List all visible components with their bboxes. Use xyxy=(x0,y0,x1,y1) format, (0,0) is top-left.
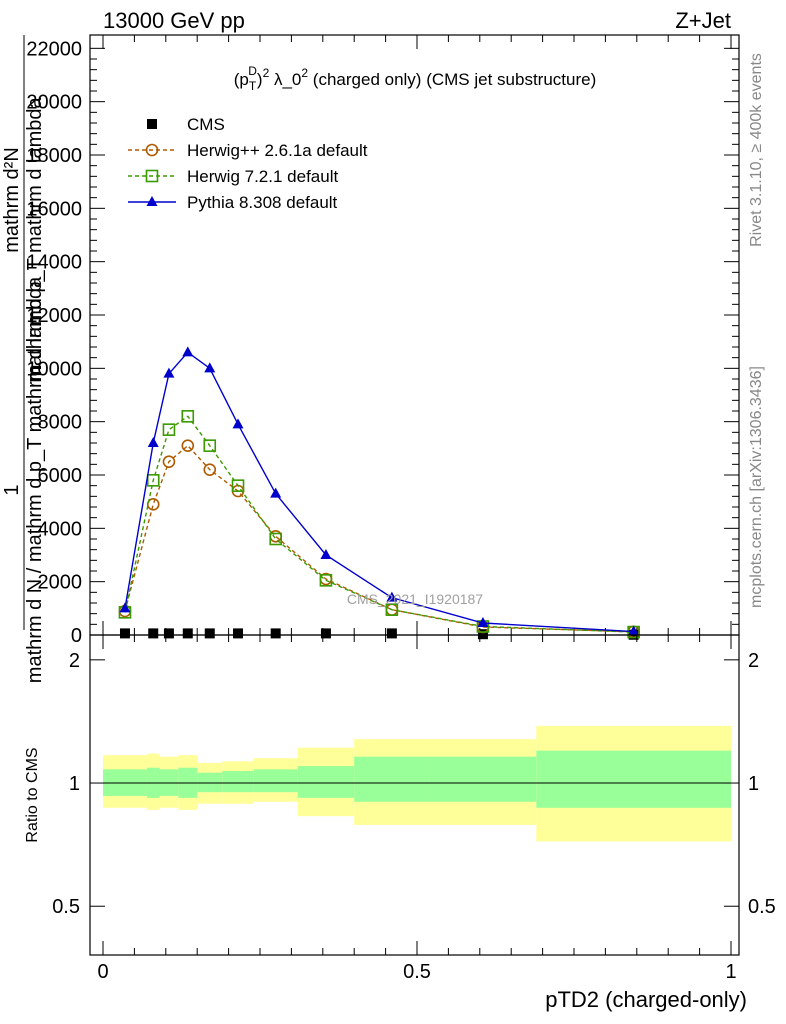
x-axis-label: pTD2 (charged-only) xyxy=(545,987,747,1012)
header-right-label: Z+Jet xyxy=(675,8,731,33)
data-point xyxy=(386,628,397,639)
ratio-ytick-label-right: 2 xyxy=(748,650,759,672)
data-point xyxy=(477,617,489,627)
band-inner xyxy=(197,772,223,793)
data-point xyxy=(204,628,215,639)
xtick-label: 0.5 xyxy=(403,961,431,983)
data-point xyxy=(148,628,159,639)
series-1 xyxy=(118,439,640,639)
main-ytick-label: 10000 xyxy=(26,358,82,380)
main-y-label-frac-top: mathrm d²N xyxy=(1,147,23,253)
data-point xyxy=(203,439,217,452)
data-point xyxy=(320,549,332,559)
data-point xyxy=(320,628,331,639)
main-ytick-label: 18000 xyxy=(26,145,82,167)
ratio-ytick-label: 0.5 xyxy=(52,896,80,918)
series-line xyxy=(124,415,634,633)
main-ytick-label: 22000 xyxy=(26,38,82,60)
legend: CMS Herwig++ 2.6.1a default Herwig 7.2.1 d… xyxy=(128,115,368,212)
watermark: CMS_2021_I1920187 xyxy=(347,591,483,607)
data-point xyxy=(163,628,174,639)
data-point xyxy=(270,628,281,639)
legend-item: Pythia 8.308 default xyxy=(128,193,338,212)
ratio-ytick-label-right: 0.5 xyxy=(748,896,776,918)
data-point xyxy=(270,487,282,498)
legend-label: CMS xyxy=(187,115,225,134)
main-ytick-label: 16000 xyxy=(26,198,82,220)
xtick-label: 1 xyxy=(725,961,736,983)
header-left-label: 13000 GeV pp xyxy=(103,8,245,33)
legend-label: Pythia 8.308 default xyxy=(187,193,338,212)
data-point xyxy=(146,474,160,487)
data-point xyxy=(203,463,217,476)
data-point xyxy=(269,532,283,546)
series-line xyxy=(124,351,634,633)
data-point xyxy=(162,455,176,468)
ratio-ytick-label: 2 xyxy=(69,650,80,672)
legend-item: Herwig++ 2.6.1a default xyxy=(128,141,368,160)
ratio-y-label: Ratio to CMS xyxy=(24,747,41,842)
ratio-ytick-label: 1 xyxy=(69,773,80,795)
main-y-label-top: 1 xyxy=(1,484,23,495)
data-point xyxy=(628,625,640,636)
main-ytick-label: 2000 xyxy=(38,572,83,594)
ratio-ytick-label-right: 1 xyxy=(748,773,759,795)
legend-marker xyxy=(146,196,158,206)
legend-marker xyxy=(145,143,159,157)
data-point xyxy=(386,591,398,602)
legend-item: CMS xyxy=(147,115,225,134)
main-plot: 0 2000 4000 6000 8000 10000 12000 14000 16000 180… xyxy=(1,34,740,683)
xtick-label: 0 xyxy=(97,961,108,983)
main-ytick-label: 14000 xyxy=(26,252,82,274)
main-ytick-label: 8000 xyxy=(38,412,83,434)
data-point xyxy=(181,439,195,452)
main-ytick-label: 4000 xyxy=(38,518,83,540)
legend-item: Herwig 7.2.1 default xyxy=(128,167,338,186)
data-point xyxy=(182,628,193,639)
data-point xyxy=(182,346,194,357)
series-3 xyxy=(119,346,640,636)
band-inner xyxy=(222,771,254,793)
band-inner xyxy=(297,766,355,798)
ratio-plot: 0.5 0.5 1 1 2 2 0 0.5 1 Ratio to CMS pTD2 (charg… xyxy=(24,634,776,1012)
main-y-label: 1 mathrm d²N mathrm d p_T mathrm d lambd… xyxy=(1,35,46,683)
main-title: (pTD)2 λ_02 (charged only) (CMS jet subs… xyxy=(234,64,596,93)
data-point xyxy=(119,628,130,639)
data-point xyxy=(477,629,488,640)
data-point xyxy=(146,498,160,511)
ratio-plot-frame xyxy=(89,634,740,956)
band-inner xyxy=(354,756,430,802)
data-point xyxy=(204,362,216,373)
data-point xyxy=(147,437,159,447)
main-y-label-lower: mathrm d N / mathrm d p_T mathrm d lambd… xyxy=(24,276,46,683)
data-point xyxy=(231,479,245,492)
data-point xyxy=(119,602,131,613)
legend-label: Herwig++ 2.6.1a default xyxy=(187,141,368,160)
main-ytick-label: 0 xyxy=(71,625,82,647)
rivet-label: Rivet 3.1.10, ≥ 400k events xyxy=(748,53,765,247)
band-inner xyxy=(536,750,731,808)
mcplots-label: mcplots.cern.ch [arXiv:1306.3436] xyxy=(748,366,765,608)
main-ytick-label: 20000 xyxy=(26,92,82,114)
band-inner xyxy=(253,769,298,793)
legend-label: Herwig 7.2.1 default xyxy=(187,167,338,186)
data-point xyxy=(319,574,333,587)
main-y-label-frac-bottom: mathrm d p_T mathrm d lambda xyxy=(24,96,46,382)
data-point xyxy=(232,418,244,429)
data-point xyxy=(181,410,195,423)
data-point xyxy=(162,423,176,436)
main-ytick-label: 12000 xyxy=(26,305,82,327)
legend-marker xyxy=(147,119,157,129)
data-point xyxy=(233,628,244,639)
data-point xyxy=(385,603,399,616)
band-inner xyxy=(429,756,537,802)
main-ytick-label: 6000 xyxy=(38,465,83,487)
data-point xyxy=(269,530,283,543)
legend-marker xyxy=(145,169,159,183)
data-point xyxy=(163,367,175,378)
